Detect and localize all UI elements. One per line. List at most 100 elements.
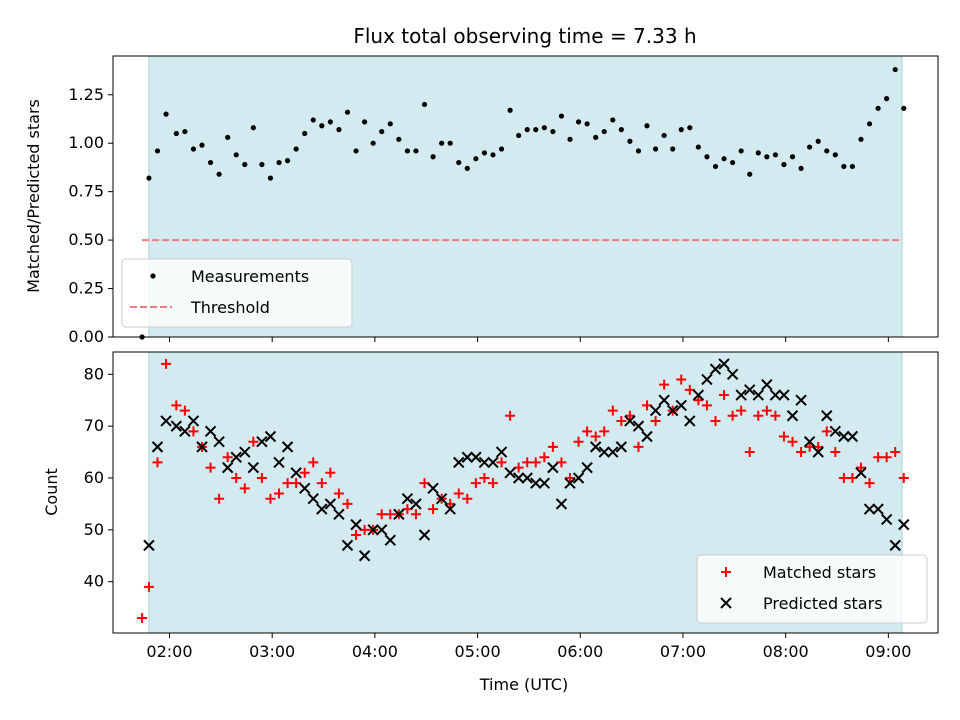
y-tick-label: 1.25 [68, 85, 104, 104]
measurement-point [225, 134, 231, 140]
measurement-point [815, 138, 821, 144]
matched-star-point [265, 493, 276, 504]
matched-star-point [736, 405, 747, 416]
measurement-point [276, 159, 282, 166]
predicted-star-point [264, 430, 277, 443]
predicted-star-point [495, 446, 508, 458]
predicted-star-point [675, 399, 687, 412]
matched-star-point [419, 478, 430, 489]
predicted-star-point [769, 389, 782, 401]
matched-star-point [830, 447, 841, 458]
measurement-point [498, 146, 505, 152]
y-tick-label: 0.50 [68, 230, 104, 249]
measurement-point [772, 152, 778, 158]
measurement-point [712, 163, 719, 170]
matched-star-point [847, 472, 858, 483]
measurement-point [473, 156, 479, 162]
matched-star-point [590, 431, 601, 442]
matched-star-point [787, 436, 798, 447]
legend-label-predicted: Predicted stars [763, 594, 883, 613]
predicted-star-point [350, 518, 362, 531]
predicted-star-point [298, 482, 311, 495]
legend-label-threshold: Threshold [190, 298, 270, 317]
measurement-point [584, 121, 590, 127]
matched-star-point [239, 483, 250, 494]
measurement-point [396, 136, 402, 142]
matched-star-point [359, 524, 370, 535]
predicted-star-point [470, 451, 482, 463]
top-axes-frame [112, 55, 939, 338]
predicted-star-point [290, 467, 302, 479]
measurement-point [644, 123, 650, 129]
measurement-point [456, 159, 462, 166]
predicted-star-point [384, 534, 396, 546]
matched-star-point [547, 441, 558, 452]
predicted-star-point [187, 415, 200, 427]
x-axis-label: Time (UTC) [479, 675, 568, 694]
measurement-point [738, 148, 744, 154]
matched-star-point [753, 410, 764, 421]
x-tick-label: 04:00 [352, 642, 398, 661]
measurement-point [593, 134, 599, 140]
measurement-point [439, 140, 445, 146]
predicted-star-point [641, 430, 653, 443]
matched-star-point [402, 504, 413, 515]
measurement-point [293, 146, 299, 152]
predicted-star-point [435, 493, 448, 505]
x-tick-label: 08:00 [763, 642, 809, 661]
matched-star-point [719, 390, 730, 401]
matched-star-point [152, 457, 163, 468]
matched-star-point [898, 472, 909, 483]
measurement-point [866, 121, 873, 127]
predicted-star-point [615, 441, 628, 453]
y-tick-label: 0.25 [68, 279, 104, 298]
chart-title: Flux total observing time = 7.33 h [353, 24, 696, 48]
matched-star-point [376, 509, 387, 520]
matched-star-point [316, 478, 327, 489]
matched-star-point [513, 462, 524, 473]
matched-star-point [453, 488, 464, 499]
measurement-point [627, 138, 633, 144]
measurement-point [858, 136, 864, 142]
measurement-point [670, 146, 676, 152]
y-tick-label: 0.75 [68, 182, 104, 201]
measurement-point [199, 142, 205, 148]
matched-star-point [659, 379, 670, 390]
measurement-point [370, 140, 376, 146]
matched-star-point [291, 478, 302, 489]
measurement-point [379, 128, 385, 135]
measurement-point [507, 107, 513, 113]
matched-star-point [573, 436, 584, 447]
measurement-point [362, 119, 368, 125]
bottom-y-axis-label: Count [42, 468, 61, 516]
predicted-star-point [143, 539, 155, 552]
measurement-point [875, 105, 881, 111]
measurement-point [789, 154, 796, 160]
measurement-point [755, 150, 761, 156]
matched-star-point [881, 452, 892, 463]
matched-star-point [428, 504, 439, 515]
legend-marker-predicted [720, 597, 732, 609]
measurement-point [721, 156, 727, 162]
legend-label-matched: Matched stars [763, 563, 876, 582]
predicted-star-point [701, 373, 713, 386]
predicted-star-point [256, 435, 268, 448]
measurement-point [516, 132, 522, 139]
predicted-star-point [589, 441, 602, 453]
predicted-star-point [658, 394, 670, 406]
matched-star-point [222, 452, 233, 463]
predicted-star-point [239, 446, 251, 458]
predicted-star-point [230, 451, 242, 463]
matched-star-point [770, 410, 781, 421]
measurement-point [764, 154, 770, 160]
predicted-star-point [812, 446, 824, 458]
predicted-star-point [795, 394, 807, 406]
measurement-point [567, 136, 573, 142]
measurement-point [242, 161, 248, 168]
measurement-point [310, 117, 316, 123]
predicted-star-point [872, 503, 884, 515]
matched-star-point [256, 472, 267, 483]
predicted-star-point [512, 472, 525, 484]
measurement-point [327, 119, 333, 125]
